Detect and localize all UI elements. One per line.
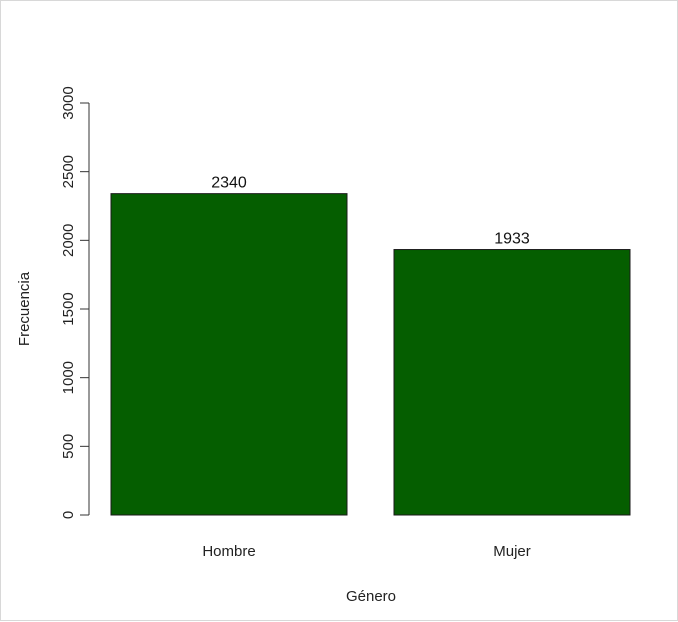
y-tick-label: 2500	[60, 155, 77, 188]
bar-hombre	[110, 193, 348, 516]
x-tick-label-hombre: Hombre	[202, 543, 255, 560]
bars	[110, 193, 631, 516]
y-tick-label: 2000	[60, 224, 77, 257]
y-tick-label: 1500	[60, 292, 77, 325]
y-axis: 0 500 1000 1500 2000 2500 3000	[60, 86, 90, 519]
y-axis-title: Frecuencia	[16, 271, 33, 346]
y-tick-label: 3000	[60, 86, 77, 119]
x-tick-labels: Hombre Mujer	[202, 543, 530, 560]
x-axis-title: Género	[346, 588, 396, 605]
x-tick-label-mujer: Mujer	[493, 543, 531, 560]
bar-mujer	[393, 249, 631, 516]
data-label-hombre: 2340	[211, 175, 247, 192]
data-labels: 2340 1933	[211, 175, 530, 248]
y-tick-label: 0	[60, 511, 77, 519]
y-tick-label: 1000	[60, 361, 77, 394]
y-tick-label: 500	[60, 434, 77, 459]
data-label-mujer: 1933	[494, 231, 530, 248]
